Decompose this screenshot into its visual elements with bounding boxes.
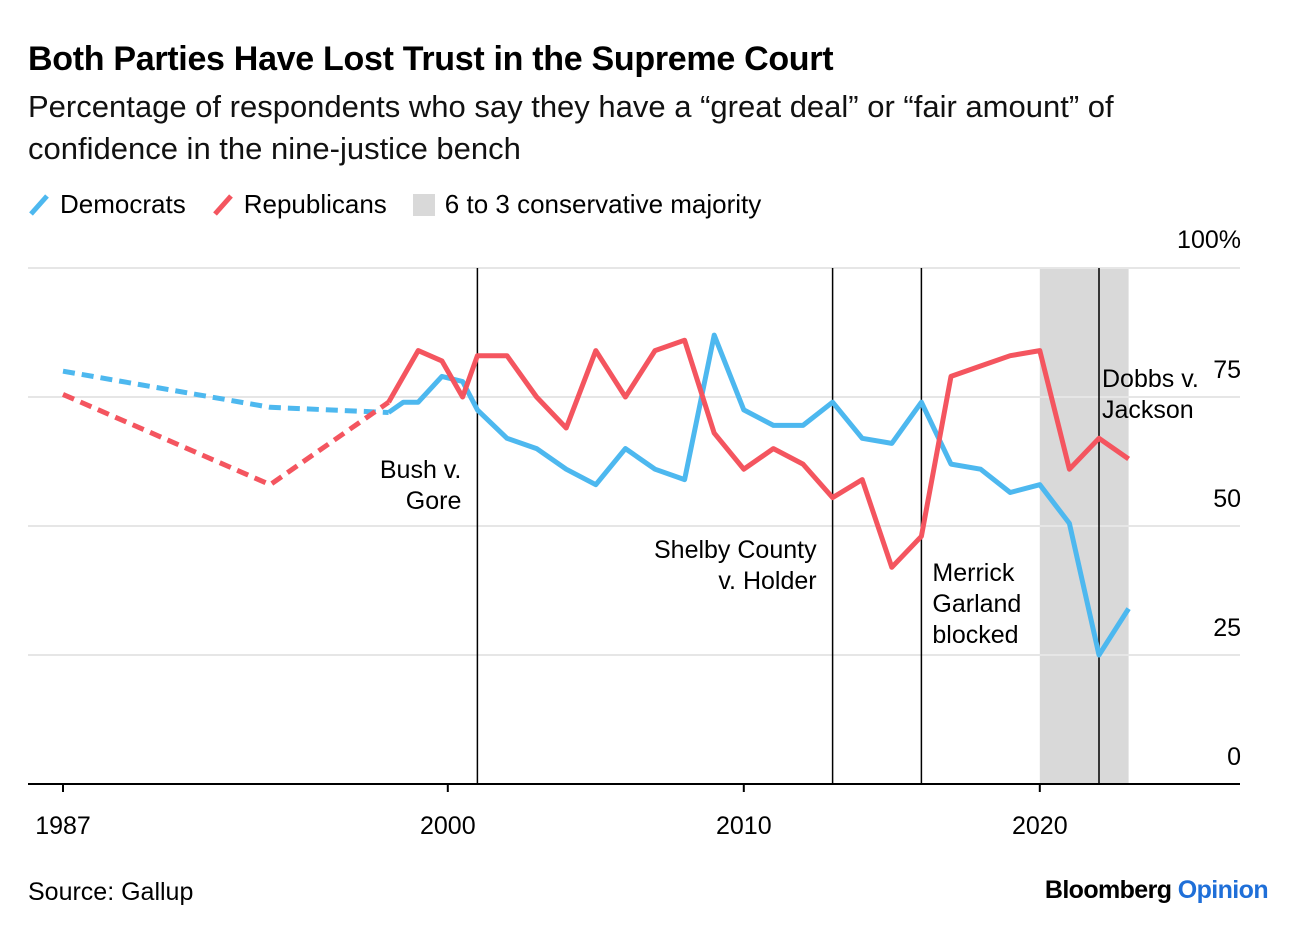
y-tick-label: 0 [1227,743,1241,771]
legend-swatch-democrats [29,193,49,216]
legend-item-shading: 6 to 3 conservative majority [412,189,762,220]
chart-subtitle: Percentage of respondents who say they h… [28,89,1114,166]
republicans-line-solid [386,337,1131,570]
legend-label-shading: 6 to 3 conservative majority [444,189,762,219]
republicans-line-dashed [62,392,391,488]
chart-title: Both Parties Have Lost Trust in the Supr… [28,40,834,78]
y-tick-label: 100% [1177,226,1241,254]
annotation-label: Dobbs v. Jackson [1102,365,1199,424]
legend-swatch-shading [412,193,435,216]
annotation-label: Merrick Garland blocked [932,559,1021,649]
source-note: Source: Gallup [28,878,194,906]
annotation-label: Shelby County v. Holder [654,536,817,595]
brand-bloomberg: Bloomberg [1044,876,1172,904]
y-tick-label: 25 [1213,614,1241,642]
legend-label-democrats: Democrats [60,189,186,219]
x-tick-label: 2020 [1012,812,1068,840]
annotation-label: Bush v. Gore [380,456,462,515]
legend-item-republicans: Republicans [212,189,387,220]
legend-item-democrats: Democrats [28,189,186,220]
y-tick-label: 75 [1213,356,1241,384]
x-tick-label: 2000 [420,812,476,840]
legend: Democrats Republicans 6 to 3 conservativ… [28,189,787,220]
legend-label-republicans: Republicans [243,189,387,219]
y-tick-label: 50 [1213,485,1241,513]
x-tick-label: 2010 [716,812,772,840]
brand-logo: Bloomberg Opinion [1044,876,1269,905]
brand-opinion: Opinion [1177,876,1269,904]
democrats-line-solid [387,332,1131,658]
legend-swatch-republicans [212,193,233,216]
democrats-line-dashed [62,368,389,415]
x-tick-label: 1987 [35,812,91,840]
